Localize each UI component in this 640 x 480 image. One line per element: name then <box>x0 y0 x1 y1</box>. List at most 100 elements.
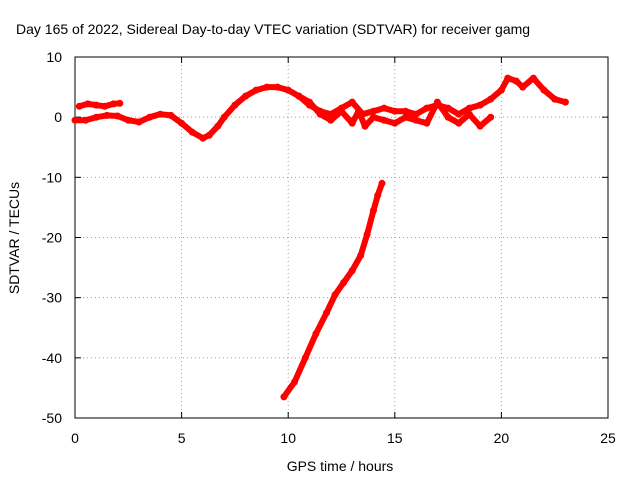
data-point <box>476 122 484 130</box>
data-point <box>188 128 196 136</box>
series-line <box>280 180 385 400</box>
data-point <box>412 116 420 124</box>
data-point <box>312 330 320 338</box>
data-point <box>263 83 271 91</box>
data-point <box>540 86 548 94</box>
x-tick-label: 20 <box>494 430 510 446</box>
data-point <box>109 100 117 108</box>
data-point <box>348 267 356 275</box>
data-point <box>116 99 124 107</box>
data-point <box>423 104 431 112</box>
data-point <box>178 119 186 127</box>
series-layer <box>71 74 569 401</box>
data-point <box>274 83 281 91</box>
data-point <box>370 206 377 214</box>
data-point <box>220 113 228 121</box>
data-point <box>167 111 175 119</box>
data-point <box>340 279 348 287</box>
data-point <box>101 102 109 110</box>
data-point <box>465 110 473 118</box>
series-lower-oscillation <box>295 92 495 130</box>
y-tick-label: -20 <box>42 230 62 246</box>
x-tick-label: 5 <box>178 430 186 446</box>
data-point <box>295 92 303 100</box>
data-point <box>75 102 83 110</box>
data-point <box>504 74 512 82</box>
data-point <box>103 111 111 119</box>
data-point <box>231 101 239 109</box>
series-descending-arc <box>280 179 386 401</box>
data-point <box>402 113 409 121</box>
x-tick-label: 25 <box>600 430 616 446</box>
data-point <box>348 119 356 127</box>
data-point <box>291 378 299 386</box>
x-tick-label: 10 <box>280 430 296 446</box>
data-point <box>561 98 569 106</box>
series-early-segment <box>75 99 124 110</box>
data-point <box>92 113 100 121</box>
data-point <box>280 393 288 401</box>
y-tick-labels: 10 0 -10 -20 -30 -40 -50 <box>42 49 62 426</box>
data-point <box>412 110 420 118</box>
data-point <box>476 101 484 109</box>
data-point <box>327 116 335 124</box>
data-point <box>378 179 386 187</box>
data-point <box>433 98 441 106</box>
data-point <box>455 110 463 118</box>
data-point <box>71 116 79 124</box>
data-point <box>363 231 371 238</box>
data-point <box>146 113 154 121</box>
data-point <box>301 354 309 362</box>
y-tick-label: -30 <box>42 290 62 306</box>
y-tick-label: -40 <box>42 350 62 366</box>
y-tick-label: 0 <box>54 109 62 125</box>
data-point <box>512 77 520 85</box>
x-tick-label: 0 <box>71 430 79 446</box>
data-point <box>357 252 365 259</box>
data-point <box>370 113 377 121</box>
data-point <box>519 83 527 91</box>
series-main-trace <box>71 74 569 142</box>
data-point <box>252 86 260 94</box>
data-point <box>391 107 399 115</box>
data-point <box>284 86 292 94</box>
data-point <box>348 98 356 106</box>
data-point <box>205 131 213 139</box>
data-point <box>242 92 250 100</box>
data-point <box>114 112 122 120</box>
data-point <box>156 110 164 118</box>
data-point <box>199 134 207 142</box>
y-tick-label: -50 <box>42 410 62 426</box>
x-tick-labels: 0 5 10 15 20 25 <box>71 430 616 446</box>
data-point <box>316 110 324 118</box>
data-point <box>92 101 100 109</box>
data-point <box>361 122 369 130</box>
data-point <box>84 100 92 108</box>
data-point <box>465 104 473 112</box>
data-point <box>455 119 463 127</box>
data-point <box>338 107 345 115</box>
data-point <box>214 122 222 130</box>
data-point <box>370 107 377 115</box>
chart-title: Day 165 of 2022, Sidereal Day-to-day VTE… <box>16 21 530 37</box>
y-tick-label: 10 <box>46 49 62 65</box>
data-point <box>124 116 132 124</box>
y-tick-label: -10 <box>42 169 62 185</box>
data-point <box>323 309 331 317</box>
data-point <box>487 95 495 103</box>
data-point <box>497 86 505 94</box>
y-axis-label: SDTVAR / TECUs <box>6 182 22 294</box>
data-point <box>402 107 409 115</box>
x-tick-label: 15 <box>387 430 403 446</box>
data-point <box>529 74 537 82</box>
data-point <box>391 119 399 127</box>
data-point <box>355 107 363 115</box>
data-point <box>380 104 388 112</box>
data-point <box>135 118 143 126</box>
data-point <box>380 116 388 124</box>
data-point <box>444 113 452 121</box>
x-axis-label: GPS time / hours <box>287 458 394 474</box>
data-point <box>551 95 559 103</box>
data-point <box>306 98 313 106</box>
